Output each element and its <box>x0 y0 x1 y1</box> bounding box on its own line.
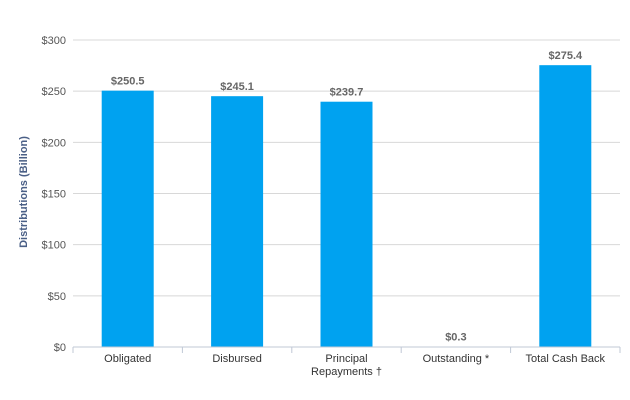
x-tick-label-2: Principal Repayments † <box>311 353 382 378</box>
x-tick-label-1: Disbursed <box>212 353 262 365</box>
data-label-3: $0.3 <box>445 332 466 344</box>
data-label-1: $245.1 <box>220 81 254 93</box>
y-tick-label: $0 <box>54 342 66 354</box>
bar-1 <box>211 96 264 347</box>
x-tick-label-4: Total Cash Back <box>526 353 606 365</box>
y-tick-label: $100 <box>42 240 66 252</box>
y-tick-label: $250 <box>42 86 66 98</box>
bars <box>101 65 592 347</box>
axes: $0 $50 $100 $150 $200 $250 $300 Obligated Disbur… <box>42 35 621 378</box>
y-tick-label: $200 <box>42 137 66 149</box>
bar-0 <box>101 90 154 347</box>
y-tick-label: $150 <box>42 189 66 201</box>
x-tick-label-3: Outstanding * <box>423 353 490 365</box>
bar-2 <box>320 101 373 347</box>
y-tick-label: $300 <box>42 35 66 47</box>
y-axis-title: Distributions (Billion) <box>18 136 30 248</box>
data-labels: $250.5 $245.1 $239.7 $0.3 $275.4 <box>111 50 583 344</box>
bar-4 <box>539 65 592 347</box>
data-label-4: $275.4 <box>548 50 583 62</box>
data-label-2: $239.7 <box>330 87 364 99</box>
y-tick-label: $50 <box>48 291 66 303</box>
data-label-0: $250.5 <box>111 76 145 88</box>
x-tick-label-0: Obligated <box>104 353 151 365</box>
